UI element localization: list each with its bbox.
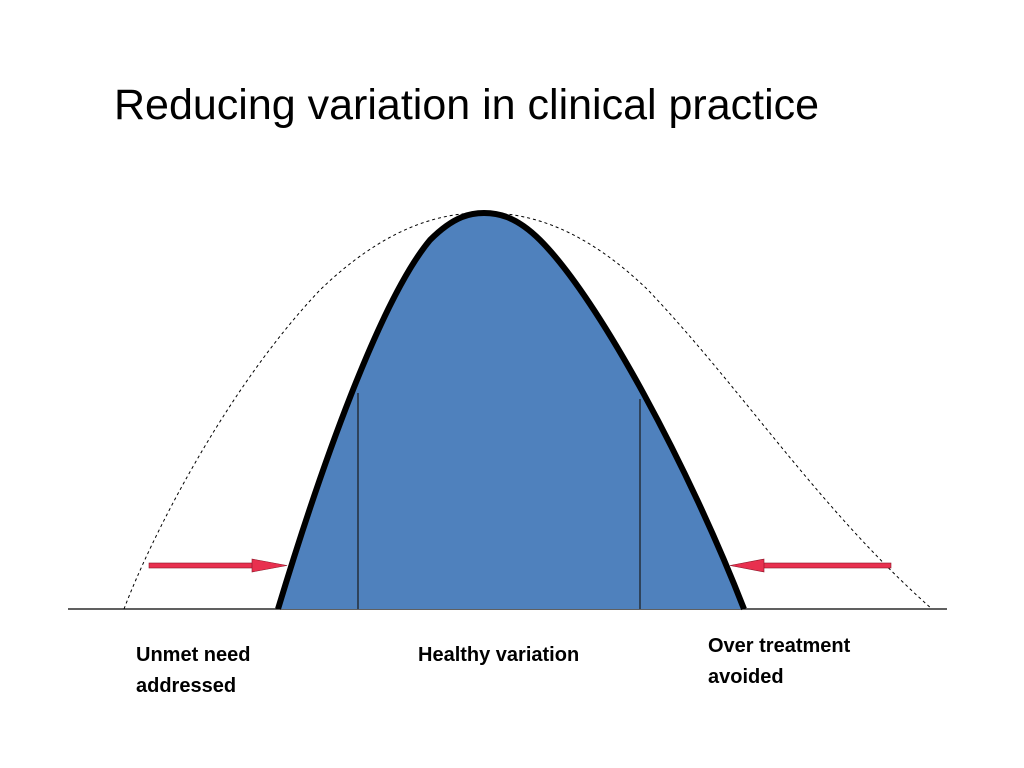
label-unmet-need-line2: addressed — [136, 675, 237, 697]
label-over-treatment-line1: Over treatment — [708, 635, 851, 657]
label-over-treatment-line2: avoided — [708, 666, 784, 688]
label-healthy-variation: Healthy variation — [418, 640, 579, 671]
narrow-distribution-outline — [275, 210, 747, 611]
label-unmet-need-line1: Unmet need — [136, 644, 251, 666]
narrow-distribution-area — [278, 213, 744, 609]
label-unmet-need: Unmet need addressed — [136, 640, 250, 702]
wide-distribution-curve — [123, 212, 933, 610]
arrow-left-pointing — [729, 558, 892, 573]
slide-title: Reducing variation in clinical practice — [114, 81, 820, 129]
label-healthy-variation-text: Healthy variation — [418, 644, 580, 666]
arrow-right-pointing — [148, 558, 288, 573]
label-over-treatment: Over treatment avoided — [708, 631, 850, 693]
